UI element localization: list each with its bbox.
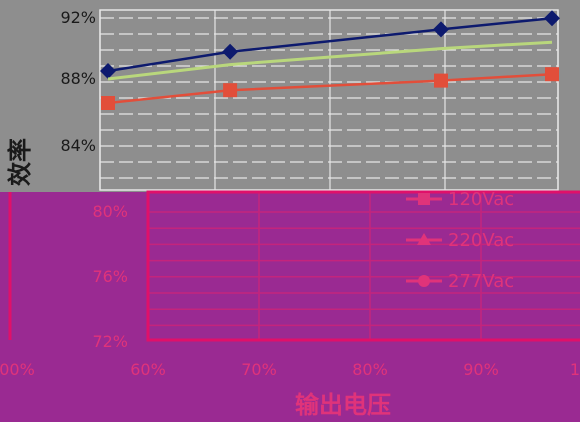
y-tick-lower-80: 80% bbox=[92, 202, 128, 221]
y-tick-upper-84: 84% bbox=[60, 136, 96, 155]
y-axis-title: 效率 bbox=[6, 138, 34, 186]
point-square-3 bbox=[545, 67, 559, 82]
legend-triangle-marker bbox=[417, 233, 431, 245]
legend-label-220vac: 220Vac bbox=[448, 230, 514, 251]
lower-panel-background bbox=[0, 192, 580, 422]
x-axis-title: 输出电压 bbox=[295, 391, 391, 419]
y-tick-upper-92: 92% bbox=[60, 8, 96, 27]
legend-label-277vac: 277Vac bbox=[448, 271, 514, 292]
upper-plot-area bbox=[99, 9, 559, 191]
point-diamond-3 bbox=[544, 10, 560, 27]
y-tick-lower-76: 76% bbox=[92, 267, 128, 286]
x-tick-60: 60% bbox=[130, 360, 166, 379]
x-tick-70: 70% bbox=[241, 360, 277, 379]
point-diamond-1 bbox=[222, 43, 239, 60]
point-diamond-0 bbox=[100, 63, 116, 79]
legend-label-120vac: 120Vac bbox=[448, 189, 514, 210]
x-tick-00: 00% bbox=[0, 360, 35, 379]
point-square-2 bbox=[434, 73, 448, 88]
x-tick-90: 90% bbox=[463, 360, 499, 379]
lower-gridlines bbox=[147, 192, 580, 340]
upper-gridlines bbox=[99, 10, 559, 190]
y-tick-upper-88: 88% bbox=[60, 69, 96, 88]
point-square-1 bbox=[223, 83, 238, 98]
x-tick-10: 10 bbox=[570, 360, 580, 379]
point-square-0 bbox=[101, 96, 115, 110]
series-line-1 bbox=[107, 40, 553, 81]
legend-circle-marker bbox=[418, 275, 430, 287]
point-diamond-2 bbox=[433, 21, 449, 38]
legend: 120Vac 220Vac 277Vac bbox=[406, 189, 514, 292]
series-line-2 bbox=[107, 72, 553, 105]
series-line-0 bbox=[107, 16, 553, 73]
lower-plot-frame bbox=[146, 190, 580, 342]
legend-square-marker bbox=[418, 193, 430, 205]
series-layer bbox=[100, 10, 560, 110]
x-tick-80: 80% bbox=[352, 360, 388, 379]
y-tick-lower-72: 72% bbox=[92, 332, 128, 351]
